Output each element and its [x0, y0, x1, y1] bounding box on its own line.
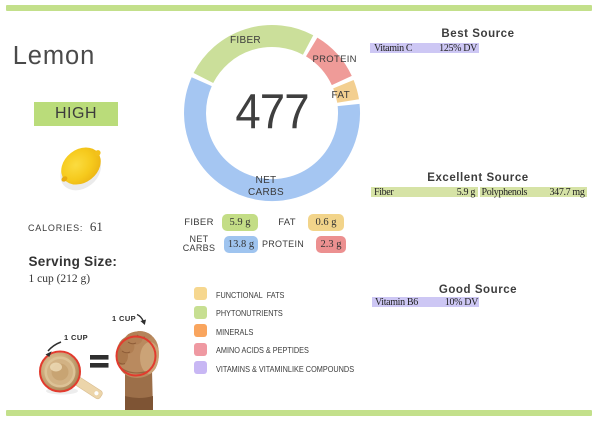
svg-text:1 CUP: 1 CUP — [64, 333, 88, 342]
svg-text:1 CUP: 1 CUP — [112, 314, 136, 323]
